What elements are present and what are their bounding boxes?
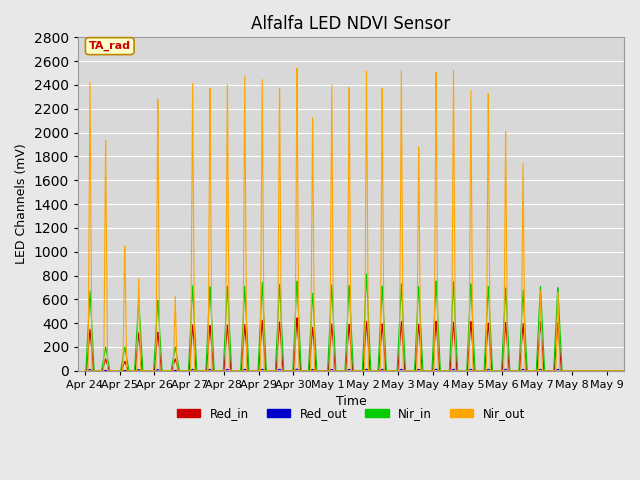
Text: TA_rad: TA_rad (89, 41, 131, 51)
X-axis label: Time: Time (335, 396, 366, 408)
Y-axis label: LED Channels (mV): LED Channels (mV) (15, 144, 28, 264)
Title: Alfalfa LED NDVI Sensor: Alfalfa LED NDVI Sensor (252, 15, 451, 33)
Legend: Red_in, Red_out, Nir_in, Nir_out: Red_in, Red_out, Nir_in, Nir_out (172, 402, 530, 425)
